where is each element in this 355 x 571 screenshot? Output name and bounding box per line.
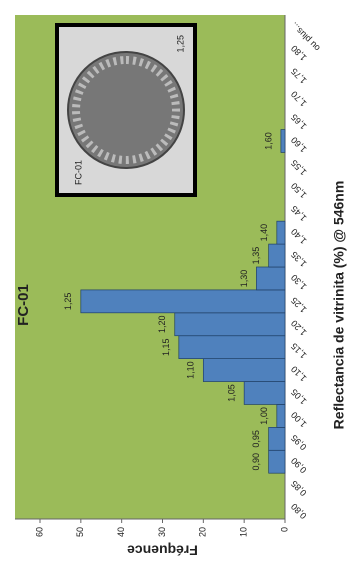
bar xyxy=(276,404,286,428)
bar xyxy=(202,358,286,382)
bar-label: 1,05 xyxy=(227,384,237,402)
bar xyxy=(174,312,286,337)
bar xyxy=(178,335,286,359)
y-tick-label: 10 xyxy=(239,527,249,537)
bar-label: 1,20 xyxy=(157,316,167,334)
bar xyxy=(243,381,286,405)
bar-label: 1,25 xyxy=(63,293,73,311)
bar-label: 1,00 xyxy=(259,407,269,425)
bar-label: 1,15 xyxy=(161,338,171,356)
bar-label: 1,40 xyxy=(259,224,269,242)
bar-label: 0,95 xyxy=(251,430,261,448)
y-axis-title: Fréquence xyxy=(127,542,198,558)
bar xyxy=(268,427,286,451)
bar-label: 1,35 xyxy=(251,247,261,265)
y-tick-label: 50 xyxy=(75,527,85,537)
inset-label: FC-01 xyxy=(73,160,83,185)
chart-title: FC-01 xyxy=(15,284,32,326)
bar xyxy=(268,449,286,474)
bar-label: 1,60 xyxy=(263,132,273,150)
bar xyxy=(256,266,286,291)
bar-label: 1,10 xyxy=(186,361,196,379)
bar-label: 0,90 xyxy=(251,453,261,471)
y-tick-label: 40 xyxy=(116,527,126,537)
bar xyxy=(280,129,286,153)
bar xyxy=(276,220,286,245)
y-tick-label: 60 xyxy=(34,527,44,537)
y-tick-label: 30 xyxy=(157,527,167,537)
bar xyxy=(268,243,286,268)
bar xyxy=(80,289,286,314)
inset-label: 1,25 xyxy=(175,35,185,53)
bar-label: 1,30 xyxy=(239,270,249,288)
inset-sample-texture xyxy=(72,56,180,164)
inset-sample xyxy=(67,51,185,169)
y-tick-label: 0 xyxy=(279,527,289,532)
y-tick-label: 20 xyxy=(198,527,208,537)
x-axis-title: Reflectancia de vitrinita (%) @ 546nm xyxy=(331,181,347,430)
